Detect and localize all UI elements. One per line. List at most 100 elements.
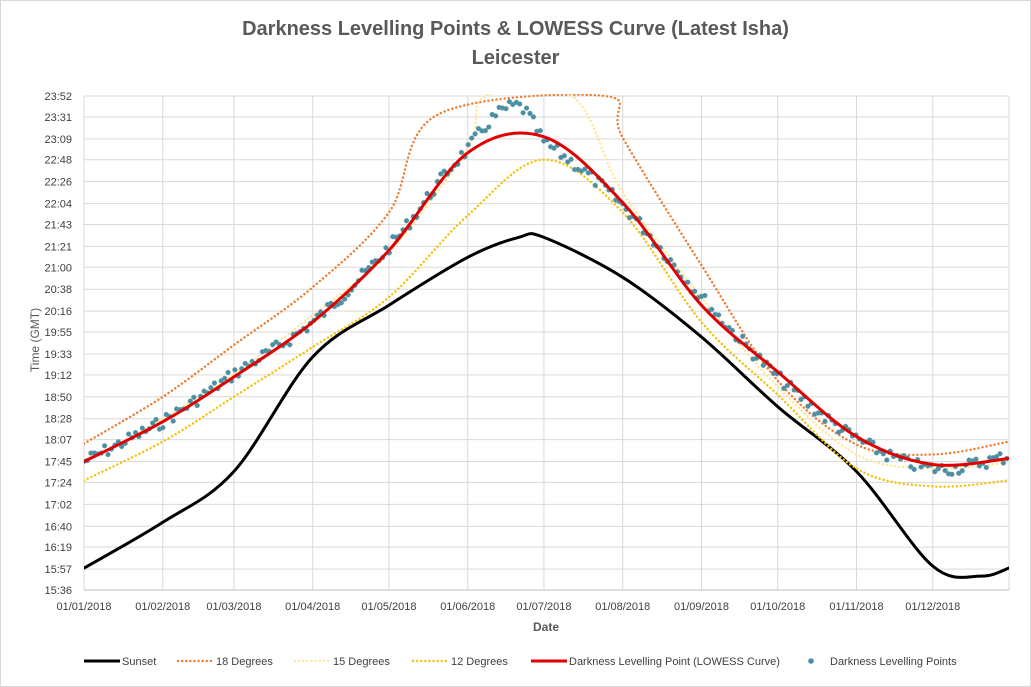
data-point (983, 464, 989, 471)
series-15-degrees (84, 94, 1009, 470)
y-tick-label: 19:55 (44, 327, 72, 339)
data-point (465, 142, 471, 148)
y-tick-label: 19:33 (44, 349, 72, 361)
y-tick-label: 22:26 (44, 177, 72, 189)
legend-item: Sunset (84, 656, 156, 668)
x-tick-label: 01/09/2018 (674, 601, 729, 613)
y-tick-label: 21:00 (44, 262, 72, 274)
data-point (709, 306, 715, 313)
y-axis-title: Time (GMT) (28, 308, 42, 372)
x-tick-label: 01/05/2018 (361, 601, 416, 613)
data-point (685, 279, 691, 285)
y-tick-label: 22:04 (44, 199, 72, 211)
data-point (568, 156, 574, 162)
data-point (530, 114, 537, 120)
data-point (716, 312, 722, 318)
chart-subtitle: Leicester (471, 47, 560, 69)
data-point (997, 451, 1003, 457)
data-point (486, 124, 492, 130)
y-tick-label: 21:43 (44, 219, 72, 231)
y-tick-label: 23:09 (44, 134, 72, 146)
y-tick-label: 17:24 (44, 477, 72, 489)
data-point (973, 456, 979, 462)
data-point (592, 182, 598, 189)
data-point (139, 425, 145, 431)
data-point (403, 218, 410, 224)
data-point (242, 360, 248, 367)
data-point (482, 128, 489, 134)
data-point (287, 342, 293, 348)
y-tick-label: 17:45 (44, 457, 72, 469)
data-point (908, 464, 914, 470)
data-point (942, 468, 948, 474)
data-point (527, 110, 533, 117)
y-tick-label: 23:52 (44, 91, 72, 103)
data-point (503, 106, 509, 112)
data-point (211, 380, 218, 386)
y-tick-label: 22:48 (44, 155, 72, 167)
y-tick-label: 15:57 (44, 564, 72, 576)
data-point (458, 149, 465, 156)
legend-label: 12 Degrees (451, 656, 508, 668)
data-point (520, 110, 526, 116)
x-tick-label: 01/11/2018 (829, 601, 883, 613)
legend-label: Sunset (122, 656, 156, 668)
series-darkness-levelling-point-lowess-curve (84, 131, 1009, 467)
x-tick-label: 01/01/2018 (56, 601, 111, 613)
y-tick-label: 21:21 (44, 241, 72, 253)
y-tick-label: 20:16 (44, 306, 72, 318)
data-point (523, 105, 530, 111)
data-point (932, 469, 938, 475)
data-point (225, 369, 231, 376)
x-tick-label: 01/02/2018 (135, 601, 190, 613)
data-point (222, 375, 228, 382)
data-point (441, 168, 447, 174)
y-tick-label: 18:28 (44, 414, 72, 426)
data-point (740, 333, 746, 339)
x-tick-label: 01/12/2018 (905, 601, 960, 613)
y-tick-label: 18:50 (44, 392, 72, 404)
data-point (342, 296, 348, 302)
data-point (537, 128, 543, 134)
axes-layer: 15:36 15:57 16:19 16:40 17:02 17:24 17:45 18:07… (44, 91, 1009, 613)
series-layer (84, 94, 1009, 579)
x-tick-label: 01/03/2018 (206, 601, 261, 613)
x-tick-label: 01/10/2018 (750, 601, 805, 613)
data-point (959, 468, 965, 474)
data-point (493, 113, 499, 119)
series-sunset (84, 232, 1009, 579)
data-point (338, 300, 344, 306)
data-point (270, 342, 276, 348)
data-point (565, 159, 571, 165)
data-point (798, 396, 804, 403)
legend-item: Darkness Levelling Points (808, 656, 957, 668)
legend-label: 18 Degrees (216, 656, 273, 668)
data-point (884, 457, 890, 463)
y-tick-label: 16:40 (44, 521, 72, 533)
legend-item: 12 Degrees (411, 656, 508, 668)
legend-item: 18 Degrees (176, 656, 273, 668)
y-tick-label: 17:02 (44, 499, 72, 511)
data-point (760, 362, 766, 368)
data-point (1000, 460, 1007, 466)
data-point (784, 383, 790, 389)
data-point (208, 385, 214, 391)
legend-item: Darkness Levelling Point (LOWESS Curve) (531, 656, 780, 668)
data-point (949, 471, 955, 477)
legend-label: 15 Degrees (333, 656, 390, 668)
y-tick-label: 18:07 (44, 435, 72, 447)
x-tick-label: 01/07/2018 (516, 601, 571, 613)
data-point (150, 420, 156, 426)
data-point (469, 135, 475, 141)
y-tick-label: 16:19 (44, 542, 72, 554)
x-tick-label: 01/06/2018 (440, 601, 495, 613)
data-point (517, 101, 523, 107)
grid-lines (83, 95, 1010, 591)
data-point (551, 145, 557, 151)
data-point (101, 443, 108, 449)
y-tick-label: 23:31 (44, 112, 72, 124)
data-point (232, 367, 238, 373)
legend-label: Darkness Levelling Point (LOWESS Curve) (569, 656, 780, 668)
x-tick-label: 01/08/2018 (595, 601, 650, 613)
data-point (702, 292, 708, 299)
